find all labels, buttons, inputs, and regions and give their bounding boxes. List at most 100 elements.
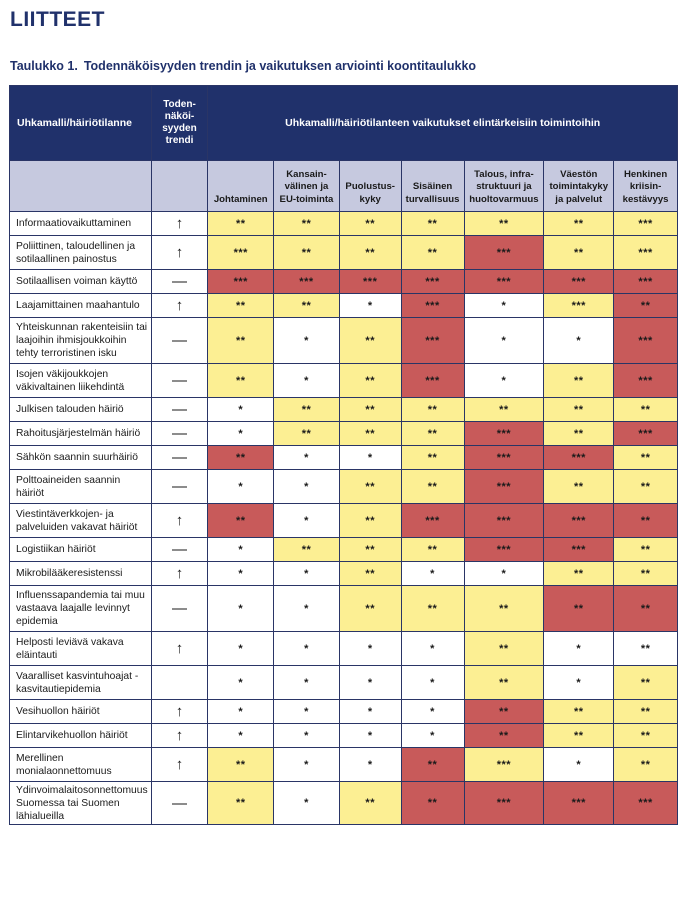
impact-cell: **: [613, 503, 678, 538]
impact-cell: ***: [613, 269, 678, 294]
impact-cell: **: [273, 211, 340, 236]
page-heading: LIITTEET: [10, 8, 105, 31]
impact-cell: **: [207, 363, 275, 398]
impact-cell: *: [273, 631, 340, 666]
threat-name: Helposti leviävä vakava eläintauti: [9, 631, 152, 666]
impact-cell: *: [273, 445, 340, 470]
trend-indicator: ↑: [150, 723, 209, 748]
table-row: Merellinen monialaonnettomuus ↑ ** * * ** *** *…: [9, 747, 678, 782]
trend-indicator: —: [150, 363, 209, 398]
impact-cell: **: [463, 585, 545, 632]
impact-cell: ***: [613, 317, 678, 364]
threat-name: Vaaralliset kasvintuhoajat -kasvitautiep…: [9, 665, 152, 700]
impact-cell: *: [207, 699, 275, 724]
impact-cell: *: [273, 363, 340, 398]
impact-cell: **: [273, 293, 340, 318]
impact-cell: **: [463, 723, 545, 748]
function-header: Sisäinen turvallisuus: [400, 160, 465, 212]
impact-cell: **: [338, 211, 402, 236]
impact-cell: *: [273, 699, 340, 724]
threat-name: Mikrobilääkeresistenssi: [9, 561, 152, 586]
impact-cell: ***: [463, 235, 545, 270]
impact-cell: ***: [400, 503, 465, 538]
threat-name: Vesihuollon häiriöt: [9, 699, 152, 724]
impact-cell: **: [400, 211, 465, 236]
impact-cell: ***: [613, 363, 678, 398]
table-row: Helposti leviävä vakava eläintauti ↑ * * * * *…: [9, 631, 678, 666]
trend-indicator: ↑: [150, 699, 209, 724]
impact-cell: **: [613, 537, 678, 562]
impact-cell: **: [338, 317, 402, 364]
threat-name: Poliittinen, taloudellinen ja sotilaalli…: [9, 235, 152, 270]
impact-cell: **: [543, 723, 615, 748]
impact-cell: *: [463, 561, 545, 586]
trend-indicator: —: [150, 397, 209, 422]
threat-name: Sotilaallisen voiman käyttö: [9, 269, 152, 294]
trend-indicator: —: [150, 269, 209, 294]
impact-cell: **: [207, 747, 275, 782]
function-header: Henkinen kriisin- kestävyys: [613, 160, 678, 212]
table-row: Isojen väkijoukkojen väkivaltainen liike…: [9, 363, 678, 398]
impact-cell: **: [613, 293, 678, 318]
trend-indicator: —: [150, 469, 209, 504]
trend-indicator: ↑: [150, 747, 209, 782]
impact-cell: ***: [613, 211, 678, 236]
impact-cell: **: [400, 469, 465, 504]
impact-cell: ***: [543, 781, 615, 825]
trend-indicator: ↑: [150, 631, 209, 666]
impact-cell: ***: [613, 235, 678, 270]
impact-cell: **: [400, 781, 465, 825]
trend-indicator: ↑: [150, 503, 209, 538]
threat-name: Laajamittainen maahantulo: [9, 293, 152, 318]
impact-cell: ***: [463, 747, 545, 782]
impact-cell: **: [207, 445, 275, 470]
impact-header: Uhkamalli/häiriötilanteen vaikutukset el…: [207, 85, 678, 161]
impact-cell: *: [273, 747, 340, 782]
threat-name: Influenssapandemia tai muu vastaava laaj…: [9, 585, 152, 632]
function-header: Johtaminen: [207, 160, 275, 212]
table-row: Vaaralliset kasvintuhoajat -kasvitautiep…: [9, 665, 678, 700]
impact-cell: *: [273, 317, 340, 364]
table-row: Julkisen talouden häiriö — * ** ** ** ** ** **: [9, 397, 678, 422]
impact-cell: **: [207, 293, 275, 318]
impact-cell: *: [338, 665, 402, 700]
table-row: Poliittinen, taloudellinen ja sotilaalli…: [9, 235, 678, 270]
header-row: Uhkamalli/häiriötilanne Toden- näköi- sy…: [9, 85, 678, 161]
threat-name: Sähkön saannin suurhäiriö: [9, 445, 152, 470]
impact-cell: **: [543, 397, 615, 422]
impact-cell: **: [543, 469, 615, 504]
impact-cell: **: [543, 561, 615, 586]
impact-cell: **: [543, 421, 615, 446]
trend-indicator: —: [150, 585, 209, 632]
trend-indicator: —: [150, 421, 209, 446]
impact-cell: *: [273, 561, 340, 586]
table-row: Polttoaineiden saannin häiriöt — * * ** ** ***…: [9, 469, 678, 504]
impact-cell: ***: [400, 317, 465, 364]
impact-cell: *: [400, 561, 465, 586]
impact-cell: *: [543, 631, 615, 666]
threat-name: Viestintäverkkojen- ja palveluiden vakav…: [9, 503, 152, 538]
threat-name: Julkisen talouden häiriö: [9, 397, 152, 422]
impact-cell: **: [338, 561, 402, 586]
impact-cell: **: [613, 585, 678, 632]
impact-cell: *: [273, 665, 340, 700]
likelihood-impact-table: Uhkamalli/häiriötilanne Toden- näköi- sy…: [9, 85, 678, 825]
impact-cell: **: [400, 445, 465, 470]
impact-cell: **: [613, 445, 678, 470]
impact-cell: ***: [400, 293, 465, 318]
impact-cell: **: [207, 211, 275, 236]
impact-cell: **: [338, 363, 402, 398]
trend-indicator: —: [150, 445, 209, 470]
function-header: Kansain- välinen ja EU-toiminta: [273, 160, 340, 212]
impact-cell: *: [463, 363, 545, 398]
threat-name: Polttoaineiden saannin häiriöt: [9, 469, 152, 504]
impact-cell: *: [273, 723, 340, 748]
impact-cell: ***: [400, 363, 465, 398]
threat-name: Elintarvikehuollon häiriöt: [9, 723, 152, 748]
impact-cell: **: [273, 235, 340, 270]
impact-cell: ***: [463, 469, 545, 504]
impact-cell: *: [207, 421, 275, 446]
table-caption: Taulukko 1. Todennäköisyyden trendin ja v…: [10, 59, 476, 73]
impact-cell: ***: [463, 269, 545, 294]
trend-indicator: ↑: [150, 293, 209, 318]
